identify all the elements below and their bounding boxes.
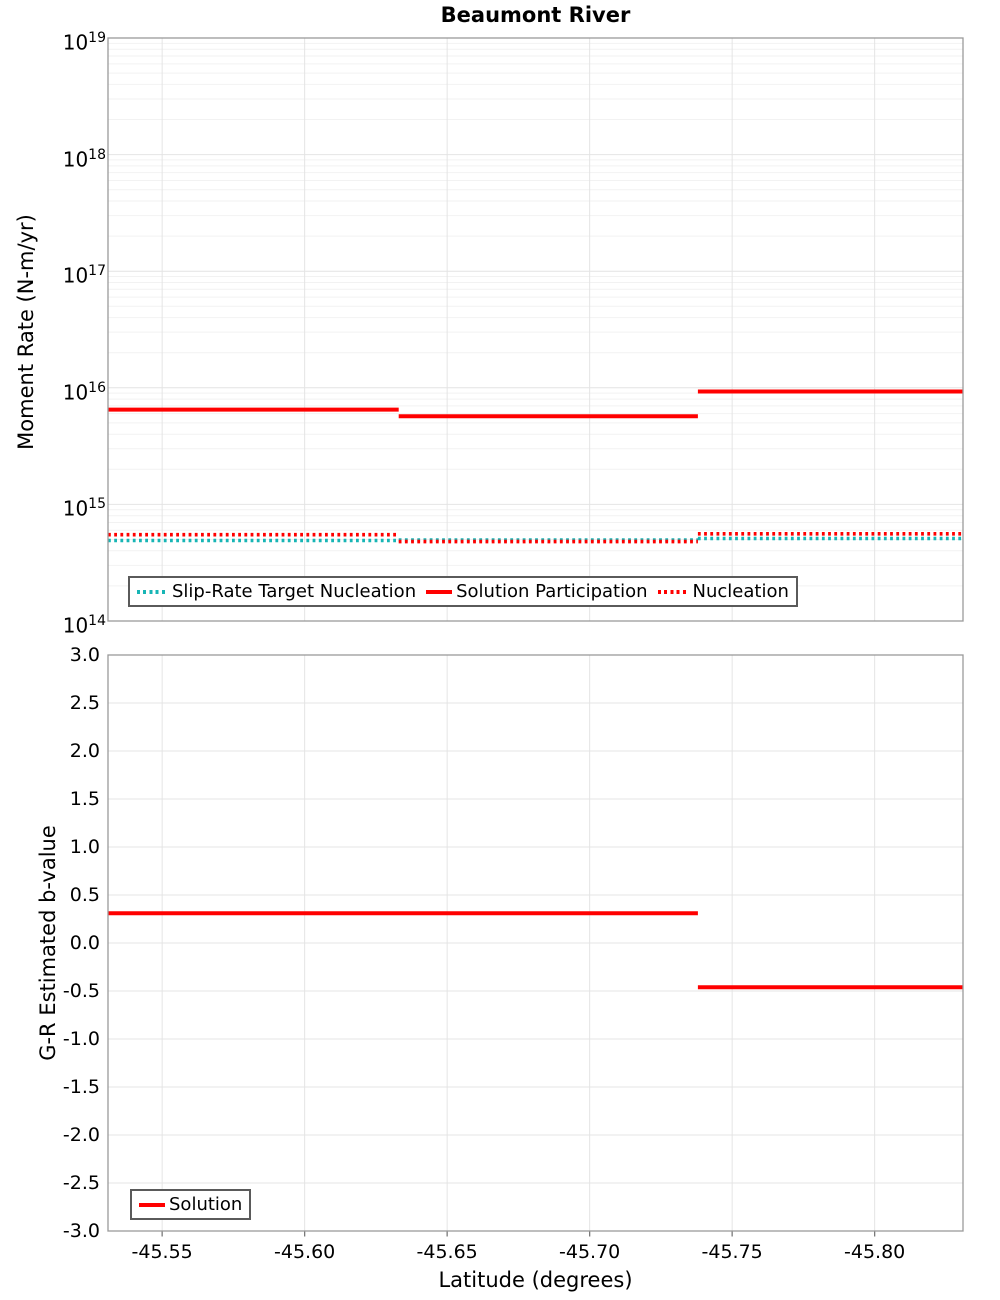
legend-label: Nucleation	[692, 581, 789, 602]
dotted-line-swatch-icon	[137, 589, 168, 594]
y-tick-label--2.5: -2.5	[62, 1172, 100, 1194]
bottom-legend: Solution	[130, 1189, 252, 1220]
x-tick-label--45.75: -45.75	[701, 1241, 763, 1263]
legend-item-solution-participation: Solution Participation	[426, 581, 648, 602]
legend-item-nucleation: Nucleation	[657, 581, 789, 602]
y-tick-label-1e19: 1019	[62, 30, 106, 55]
legend-label: Solution Participation	[456, 581, 648, 602]
y-tick-label-0.5: 0.5	[69, 884, 100, 906]
solid-line-swatch-icon	[426, 589, 453, 594]
y-tick-label--2.0: -2.0	[62, 1124, 100, 1146]
legend-label: Solution	[169, 1194, 243, 1215]
y-tick-label-2.5: 2.5	[69, 692, 100, 714]
legend-item-slip-rate-target-nucleation: Slip-Rate Target Nucleation	[137, 581, 416, 602]
chart-title: Beaumont River	[440, 3, 631, 27]
series-solution-participation	[108, 389, 963, 419]
x-tick-label--45.70: -45.70	[559, 1241, 621, 1263]
legend-item-solution: Solution	[139, 1194, 242, 1215]
top-panel-border	[107, 37, 964, 622]
x-tick-label--45.60: -45.60	[274, 1241, 336, 1263]
y-tick-label-1e16: 1016	[62, 379, 106, 405]
y-tick-label--3.0: -3.0	[62, 1220, 100, 1242]
y-tick-label-1.5: 1.5	[69, 788, 100, 810]
top-legend: Slip-Rate Target Nucleation Solution Part…	[128, 576, 798, 607]
y-tick-label-0.0: 0.0	[69, 932, 100, 954]
legend-label: Slip-Rate Target Nucleation	[172, 581, 417, 602]
series-nucleation	[108, 532, 963, 544]
y-tick-label-1e14: 1014	[62, 613, 106, 638]
latitude-axis-label: Latitude (degrees)	[438, 1268, 633, 1292]
y-tick-label--0.5: -0.5	[62, 980, 100, 1002]
y-tick-label-3.0: 3.0	[69, 644, 100, 666]
x-tick-label--45.65: -45.65	[416, 1241, 478, 1263]
x-tick-label--45.55: -45.55	[131, 1241, 193, 1263]
dotted-line-swatch-icon	[657, 589, 689, 594]
y-tick-label-1e17: 1017	[62, 263, 106, 288]
x-tick-label--45.80: -45.80	[844, 1241, 906, 1263]
y-tick-label-2.0: 2.0	[69, 740, 100, 762]
y-tick-label--1.5: -1.5	[62, 1076, 100, 1098]
y-tick-label--1.0: -1.0	[62, 1028, 100, 1050]
y-tick-label-1e15: 1015	[62, 496, 106, 522]
bottom-panel-border	[107, 654, 964, 1232]
solid-line-swatch-icon	[139, 1202, 165, 1207]
series-solution	[108, 911, 963, 990]
y-tick-label-1.0: 1.0	[69, 836, 100, 858]
y-tick-label-1e18: 1018	[62, 146, 106, 172]
